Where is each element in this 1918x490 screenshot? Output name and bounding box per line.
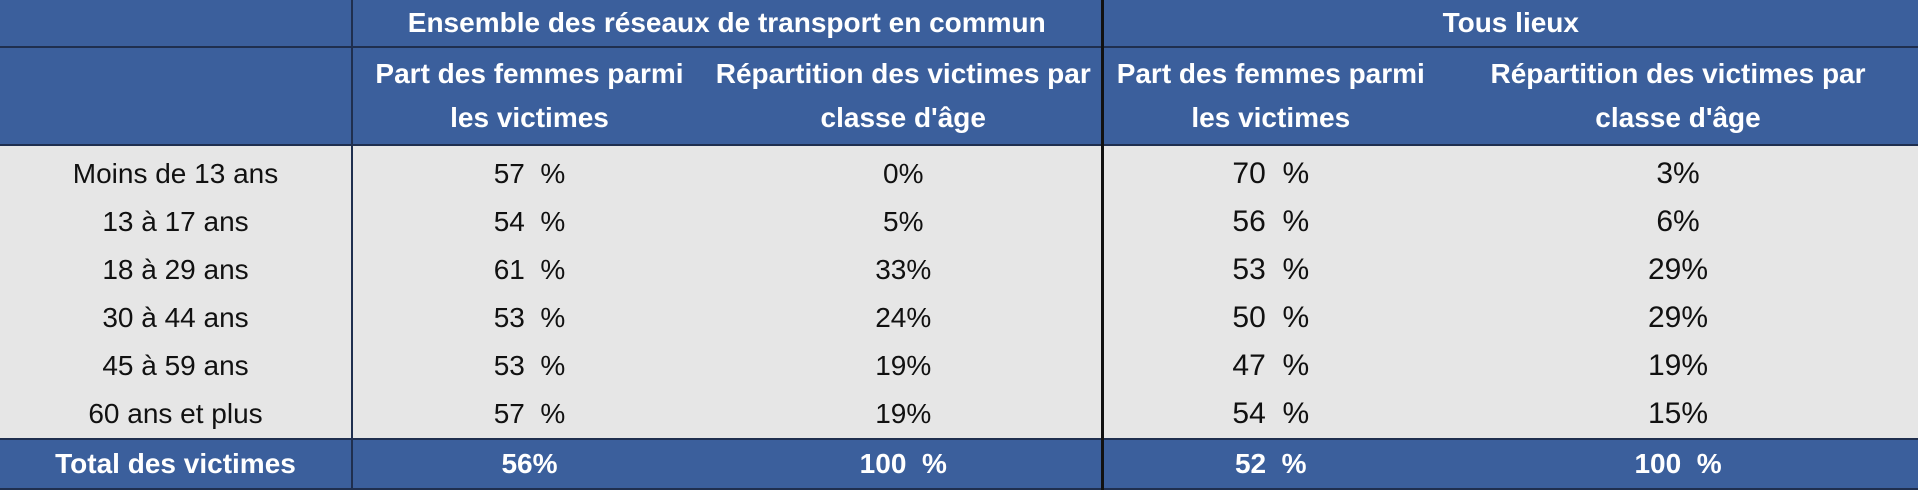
header-corner-cell [0,0,352,48]
transport-distribution-cell: 5% [706,198,1103,246]
col-header-all-distribution: Répartition des victimes par classe d'âg… [1438,47,1918,146]
transport-distribution-cell: 19% [706,342,1103,390]
all-women-share-cell: 47 % [1100,342,1439,390]
col-header-all-share: Part des femmes parmi les victimes [1100,47,1439,146]
total-transport-women-share: 56% [351,438,706,490]
all-distribution-cell: 3% [1438,145,1918,198]
col-header-line: les victimes [1191,102,1351,133]
col-header-line: Répartition des victimes par [1490,58,1866,89]
col-header-transport-distribution: Répartition des victimes par classe d'âg… [706,47,1103,146]
table-row: 18 à 29 ans 61 % 33% 53 % 29% [0,246,1918,294]
table-row: 45 à 59 ans 53 % 19% 47 % 19% [0,342,1918,390]
all-women-share-cell: 56 % [1100,198,1439,246]
all-distribution-cell: 15% [1438,390,1918,439]
header-group-row: Ensemble des réseaux de transport en com… [0,0,1918,48]
col-header-line: classe d'âge [820,102,986,133]
transport-women-share-cell: 57 % [351,145,706,198]
table-row: Moins de 13 ans 57 % 0% 70 % 3% [0,145,1918,198]
all-distribution-cell: 6% [1438,198,1918,246]
transport-women-share-cell: 54 % [351,198,706,246]
total-label: Total des victimes [0,438,352,490]
col-header-line: Part des femmes parmi [1116,58,1425,89]
total-transport-distribution: 100 % [706,438,1103,490]
header-age-cell [0,47,352,146]
col-header-line: les victimes [450,102,609,133]
col-header-line: classe d'âge [1595,102,1761,133]
group-header-all-places: Tous lieux [1100,0,1918,48]
col-header-line: Part des femmes parmi [375,58,684,89]
col-header-transport-share: Part des femmes parmi les victimes [351,47,706,146]
age-class-label: 13 à 17 ans [0,198,352,246]
all-women-share-cell: 50 % [1100,294,1439,342]
total-all-women-share: 52 % [1100,438,1439,490]
transport-distribution-cell: 19% [706,390,1103,439]
group-header-transport: Ensemble des réseaux de transport en com… [350,0,1103,48]
table-row: 60 ans et plus 57 % 19% 54 % 15% [0,390,1918,439]
transport-distribution-cell: 0% [706,145,1103,198]
table-row: 13 à 17 ans 54 % 5% 56 % 6% [0,198,1918,246]
transport-distribution-cell: 24% [706,294,1103,342]
transport-women-share-cell: 53 % [351,342,706,390]
age-class-label: 30 à 44 ans [0,294,352,342]
transport-women-share-cell: 61 % [351,246,706,294]
all-distribution-cell: 29% [1438,246,1918,294]
all-distribution-cell: 29% [1438,294,1918,342]
total-all-distribution: 100 % [1438,438,1918,490]
age-class-label: 60 ans et plus [0,390,352,439]
table-row: 30 à 44 ans 53 % 24% 50 % 29% [0,294,1918,342]
all-women-share-cell: 70 % [1100,145,1439,198]
transport-women-share-cell: 57 % [351,390,706,439]
age-class-label: Moins de 13 ans [0,145,352,198]
all-distribution-cell: 19% [1438,342,1918,390]
transport-women-share-cell: 53 % [351,294,706,342]
transport-distribution-cell: 33% [706,246,1103,294]
total-row: Total des victimes 56% 100 % 52 % 100 % [0,438,1918,490]
all-women-share-cell: 53 % [1100,246,1439,294]
header-column-row: Part des femmes parmi les victimes Répar… [0,47,1918,146]
all-women-share-cell: 54 % [1100,390,1439,439]
age-class-label: 45 à 59 ans [0,342,352,390]
col-header-line: Répartition des victimes par [715,58,1091,89]
age-class-label: 18 à 29 ans [0,246,352,294]
